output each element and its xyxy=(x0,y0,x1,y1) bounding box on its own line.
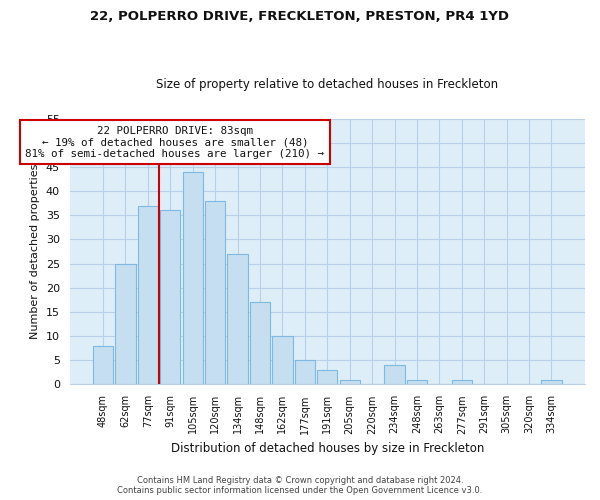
Text: 22, POLPERRO DRIVE, FRECKLETON, PRESTON, PR4 1YD: 22, POLPERRO DRIVE, FRECKLETON, PRESTON,… xyxy=(91,10,509,23)
Text: 22 POLPERRO DRIVE: 83sqm
← 19% of detached houses are smaller (48)
81% of semi-d: 22 POLPERRO DRIVE: 83sqm ← 19% of detach… xyxy=(25,126,325,159)
Bar xyxy=(317,370,337,384)
Bar xyxy=(93,346,113,385)
Bar xyxy=(115,264,136,384)
Bar xyxy=(407,380,427,384)
Bar xyxy=(385,365,404,384)
Bar xyxy=(452,380,472,384)
Text: Contains HM Land Registry data © Crown copyright and database right 2024.
Contai: Contains HM Land Registry data © Crown c… xyxy=(118,476,482,495)
Bar xyxy=(272,336,293,384)
Title: Size of property relative to detached houses in Freckleton: Size of property relative to detached ho… xyxy=(156,78,499,91)
Bar xyxy=(138,206,158,384)
X-axis label: Distribution of detached houses by size in Freckleton: Distribution of detached houses by size … xyxy=(170,442,484,455)
Bar xyxy=(541,380,562,384)
Bar xyxy=(182,172,203,384)
Bar xyxy=(250,302,270,384)
Bar xyxy=(227,254,248,384)
Bar xyxy=(295,360,315,384)
Bar xyxy=(160,210,181,384)
Bar xyxy=(340,380,360,384)
Y-axis label: Number of detached properties: Number of detached properties xyxy=(30,164,40,339)
Bar xyxy=(205,200,225,384)
